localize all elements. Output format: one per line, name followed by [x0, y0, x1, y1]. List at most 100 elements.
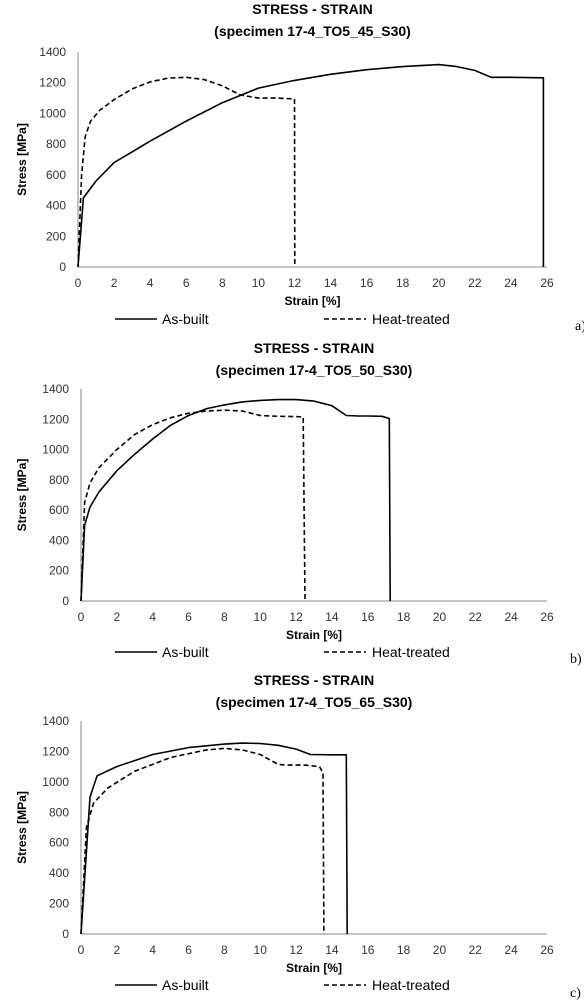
legend-item: Heat-treated: [324, 311, 450, 327]
chart-subtitle: (specimen 17-4_TO5_65_S30): [216, 694, 413, 710]
panel-label: b): [570, 652, 582, 667]
x-tick-label: 12: [289, 610, 303, 624]
y-tick-label: 600: [49, 836, 69, 850]
y-tick-label: 1400: [39, 45, 66, 59]
x-tick-label: 2: [114, 943, 121, 957]
x-tick-label: 6: [185, 610, 192, 624]
chart-subtitle: (specimen 17-4_TO5_45_S30): [214, 23, 411, 39]
x-axis-title: Strain [%]: [284, 294, 340, 308]
x-tick-label: 18: [396, 276, 410, 290]
chart-subtitle: (specimen 17-4_TO5_50_S30): [216, 362, 413, 378]
x-tick-label: 20: [433, 943, 447, 957]
x-axis-title: Strain [%]: [286, 961, 342, 975]
x-tick-label: 0: [75, 276, 82, 290]
x-tick-label: 22: [469, 610, 483, 624]
y-tick-label: 800: [49, 805, 69, 819]
legend-item: Heat-treated: [324, 644, 450, 660]
x-tick-label: 4: [149, 610, 156, 624]
y-tick-label: 1400: [42, 382, 69, 396]
y-tick-label: 800: [46, 137, 66, 151]
series-line-heat-treated: [80, 747, 325, 935]
y-tick-label: 200: [46, 229, 66, 243]
legend-label: Heat-treated: [372, 311, 450, 327]
y-tick-label: 600: [46, 168, 66, 182]
y-tick-label: 600: [49, 503, 69, 517]
y-tick-label: 1400: [42, 714, 69, 728]
x-tick-label: 10: [252, 276, 266, 290]
y-tick-label: 1000: [42, 775, 69, 789]
x-tick-label: 16: [361, 943, 375, 957]
x-tick-label: 14: [324, 276, 338, 290]
chart-title: STRESS - STRAIN: [252, 1, 373, 17]
x-tick-label: 4: [147, 276, 154, 290]
x-tick-label: 24: [504, 610, 518, 624]
x-tick-label: 4: [149, 943, 156, 957]
y-tick-label: 1200: [42, 412, 69, 426]
chart-panel-2: STRESS - STRAIN (specimen 17-4_TO5_50_S30…: [15, 340, 582, 667]
panel-label: a): [575, 319, 584, 334]
x-tick-label: 16: [360, 276, 374, 290]
y-tick-label: 1000: [42, 443, 69, 457]
legend-item: As-built: [115, 977, 209, 993]
series-line-heat-treated: [80, 409, 306, 602]
legend-label: As-built: [162, 311, 209, 327]
y-tick-label: 0: [59, 260, 66, 274]
chart-panel-3: STRESS - STRAIN (specimen 17-4_TO5_65_S30…: [15, 672, 581, 1001]
legend-label: As-built: [162, 977, 209, 993]
x-tick-label: 8: [221, 610, 228, 624]
x-tick-label: 20: [432, 276, 446, 290]
y-tick-label: 800: [49, 473, 69, 487]
series-line-as-built: [77, 63, 545, 268]
x-tick-label: 18: [397, 943, 411, 957]
x-tick-label: 24: [504, 276, 518, 290]
y-tick-label: 200: [49, 564, 69, 578]
legend-item: As-built: [115, 311, 209, 327]
x-tick-label: 14: [325, 943, 339, 957]
x-tick-label: 8: [221, 943, 228, 957]
x-tick-label: 26: [540, 610, 554, 624]
series-line-heat-treated: [77, 76, 296, 268]
legend-label: Heat-treated: [372, 977, 450, 993]
y-tick-label: 0: [62, 594, 69, 608]
x-tick-label: 14: [325, 610, 339, 624]
x-tick-label: 12: [289, 943, 303, 957]
panel-label: c): [570, 986, 581, 1001]
legend-item: As-built: [115, 644, 209, 660]
x-tick-label: 10: [254, 610, 268, 624]
x-tick-label: 22: [469, 943, 483, 957]
chart-title: STRESS - STRAIN: [254, 672, 375, 688]
x-tick-label: 0: [78, 610, 85, 624]
x-tick-label: 2: [114, 610, 121, 624]
x-tick-label: 24: [504, 943, 518, 957]
x-tick-label: 6: [185, 943, 192, 957]
chart-title: STRESS - STRAIN: [254, 340, 375, 356]
series-line-as-built: [80, 398, 392, 602]
x-tick-label: 8: [219, 276, 226, 290]
y-tick-label: 400: [49, 533, 69, 547]
x-tick-label: 16: [361, 610, 375, 624]
x-tick-label: 0: [78, 943, 85, 957]
legend-label: Heat-treated: [372, 644, 450, 660]
y-axis-title: Stress [MPa]: [15, 123, 29, 196]
chart-panel-1: STRESS - STRAIN (specimen 17-4_TO5_45_S30…: [15, 1, 584, 334]
x-tick-label: 12: [288, 276, 302, 290]
x-tick-label: 10: [254, 943, 268, 957]
series-line-as-built: [80, 742, 349, 935]
y-axis-title: Stress [MPa]: [15, 459, 29, 532]
y-axis-title: Stress [MPa]: [15, 791, 29, 864]
x-tick-label: 18: [397, 610, 411, 624]
y-tick-label: 1200: [42, 744, 69, 758]
x-tick-label: 26: [540, 276, 554, 290]
y-tick-label: 400: [46, 199, 66, 213]
legend-item: Heat-treated: [324, 977, 450, 993]
x-axis-title: Strain [%]: [286, 628, 342, 642]
y-tick-label: 1200: [39, 76, 66, 90]
y-tick-label: 0: [62, 927, 69, 941]
x-tick-label: 22: [468, 276, 482, 290]
y-tick-label: 200: [49, 897, 69, 911]
x-tick-label: 26: [540, 943, 554, 957]
x-tick-label: 20: [433, 610, 447, 624]
x-tick-label: 6: [183, 276, 190, 290]
y-tick-label: 400: [49, 866, 69, 880]
